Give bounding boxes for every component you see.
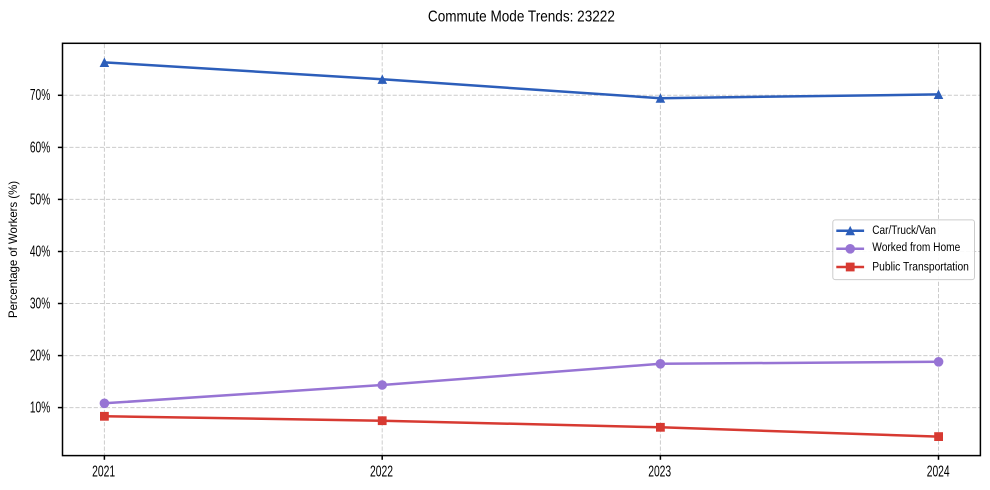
svg-text:2022: 2022 <box>370 463 393 480</box>
svg-text:20%: 20% <box>30 348 50 365</box>
svg-text:2024: 2024 <box>927 463 950 480</box>
svg-text:Car/Truck/Van: Car/Truck/Van <box>872 223 936 237</box>
svg-text:30%: 30% <box>30 295 50 312</box>
svg-text:Percentage of Workers (%): Percentage of Workers (%) <box>6 181 20 318</box>
svg-text:Commute Mode Trends: 23222: Commute Mode Trends: 23222 <box>428 9 615 26</box>
svg-text:60%: 60% <box>30 139 50 156</box>
svg-text:Public Transportation: Public Transportation <box>872 260 969 274</box>
svg-text:2023: 2023 <box>648 463 671 480</box>
svg-text:70%: 70% <box>30 87 50 104</box>
svg-text:40%: 40% <box>30 243 50 260</box>
svg-text:10%: 10% <box>30 400 50 417</box>
svg-text:50%: 50% <box>30 191 50 208</box>
svg-text:2021: 2021 <box>92 463 115 480</box>
svg-text:Worked from Home: Worked from Home <box>872 240 960 254</box>
